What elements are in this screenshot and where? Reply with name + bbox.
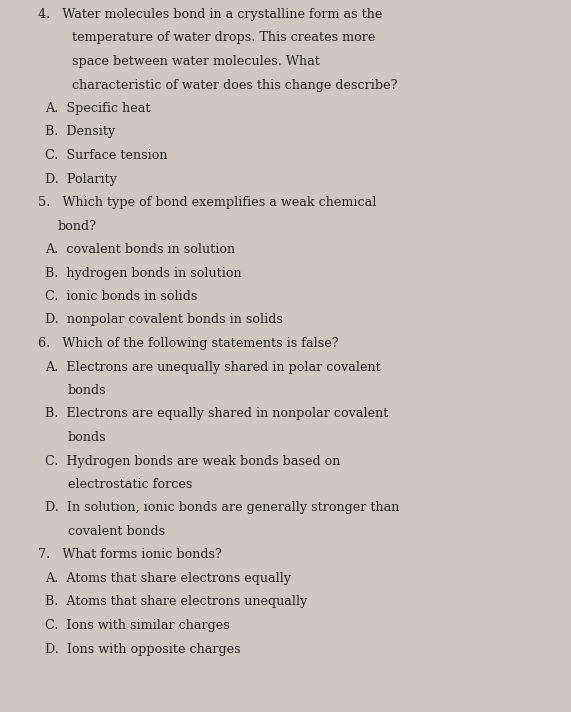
Text: characteristic of water does this change describe?: characteristic of water does this change… bbox=[72, 78, 397, 92]
Text: D.  nonpolar covalent bonds in solids: D. nonpolar covalent bonds in solids bbox=[45, 313, 283, 327]
Text: electrostatic forces: electrostatic forces bbox=[68, 478, 192, 491]
Text: 6.   Which of the following statements is false?: 6. Which of the following statements is … bbox=[38, 337, 339, 350]
Text: C.  Ions with similar charges: C. Ions with similar charges bbox=[45, 619, 230, 632]
Text: C.  Surface tension: C. Surface tension bbox=[45, 149, 167, 162]
Text: D.  Ions with opposite charges: D. Ions with opposite charges bbox=[45, 642, 240, 656]
Text: C.  ionic bonds in solids: C. ionic bonds in solids bbox=[45, 290, 198, 303]
Text: temperature of water drops. This creates more: temperature of water drops. This creates… bbox=[72, 31, 375, 44]
Text: bonds: bonds bbox=[68, 431, 107, 444]
Text: A.  Atoms that share electrons equally: A. Atoms that share electrons equally bbox=[45, 572, 291, 585]
Text: A.  Electrons are unequally shared in polar covalent: A. Electrons are unequally shared in pol… bbox=[45, 360, 381, 374]
Text: D.  Polarity: D. Polarity bbox=[45, 172, 117, 186]
Text: 4.   Water molecules bond in a crystalline form as the: 4. Water molecules bond in a crystalline… bbox=[38, 8, 383, 21]
Text: B.  hydrogen bonds in solution: B. hydrogen bonds in solution bbox=[45, 266, 242, 280]
Text: bonds: bonds bbox=[68, 384, 107, 397]
Text: B.  Atoms that share electrons unequally: B. Atoms that share electrons unequally bbox=[45, 595, 307, 609]
Text: bond?: bond? bbox=[58, 219, 97, 233]
Text: covalent bonds: covalent bonds bbox=[68, 525, 165, 538]
Text: space between water molecules. What: space between water molecules. What bbox=[72, 55, 320, 68]
Text: A.  covalent bonds in solution: A. covalent bonds in solution bbox=[45, 243, 235, 256]
Text: C.  Hydrogen bonds are weak bonds based on: C. Hydrogen bonds are weak bonds based o… bbox=[45, 454, 340, 468]
Text: D.  In solution, ionic bonds are generally stronger than: D. In solution, ionic bonds are generall… bbox=[45, 501, 399, 515]
Text: 7.   What forms ionic bonds?: 7. What forms ionic bonds? bbox=[38, 548, 222, 562]
Text: 5.   Which type of bond exemplifies a weak chemical: 5. Which type of bond exemplifies a weak… bbox=[38, 196, 376, 209]
Text: B.  Density: B. Density bbox=[45, 125, 115, 139]
Text: B.  Electrons are equally shared in nonpolar covalent: B. Electrons are equally shared in nonpo… bbox=[45, 407, 388, 421]
Text: A.  Specific heat: A. Specific heat bbox=[45, 102, 151, 115]
